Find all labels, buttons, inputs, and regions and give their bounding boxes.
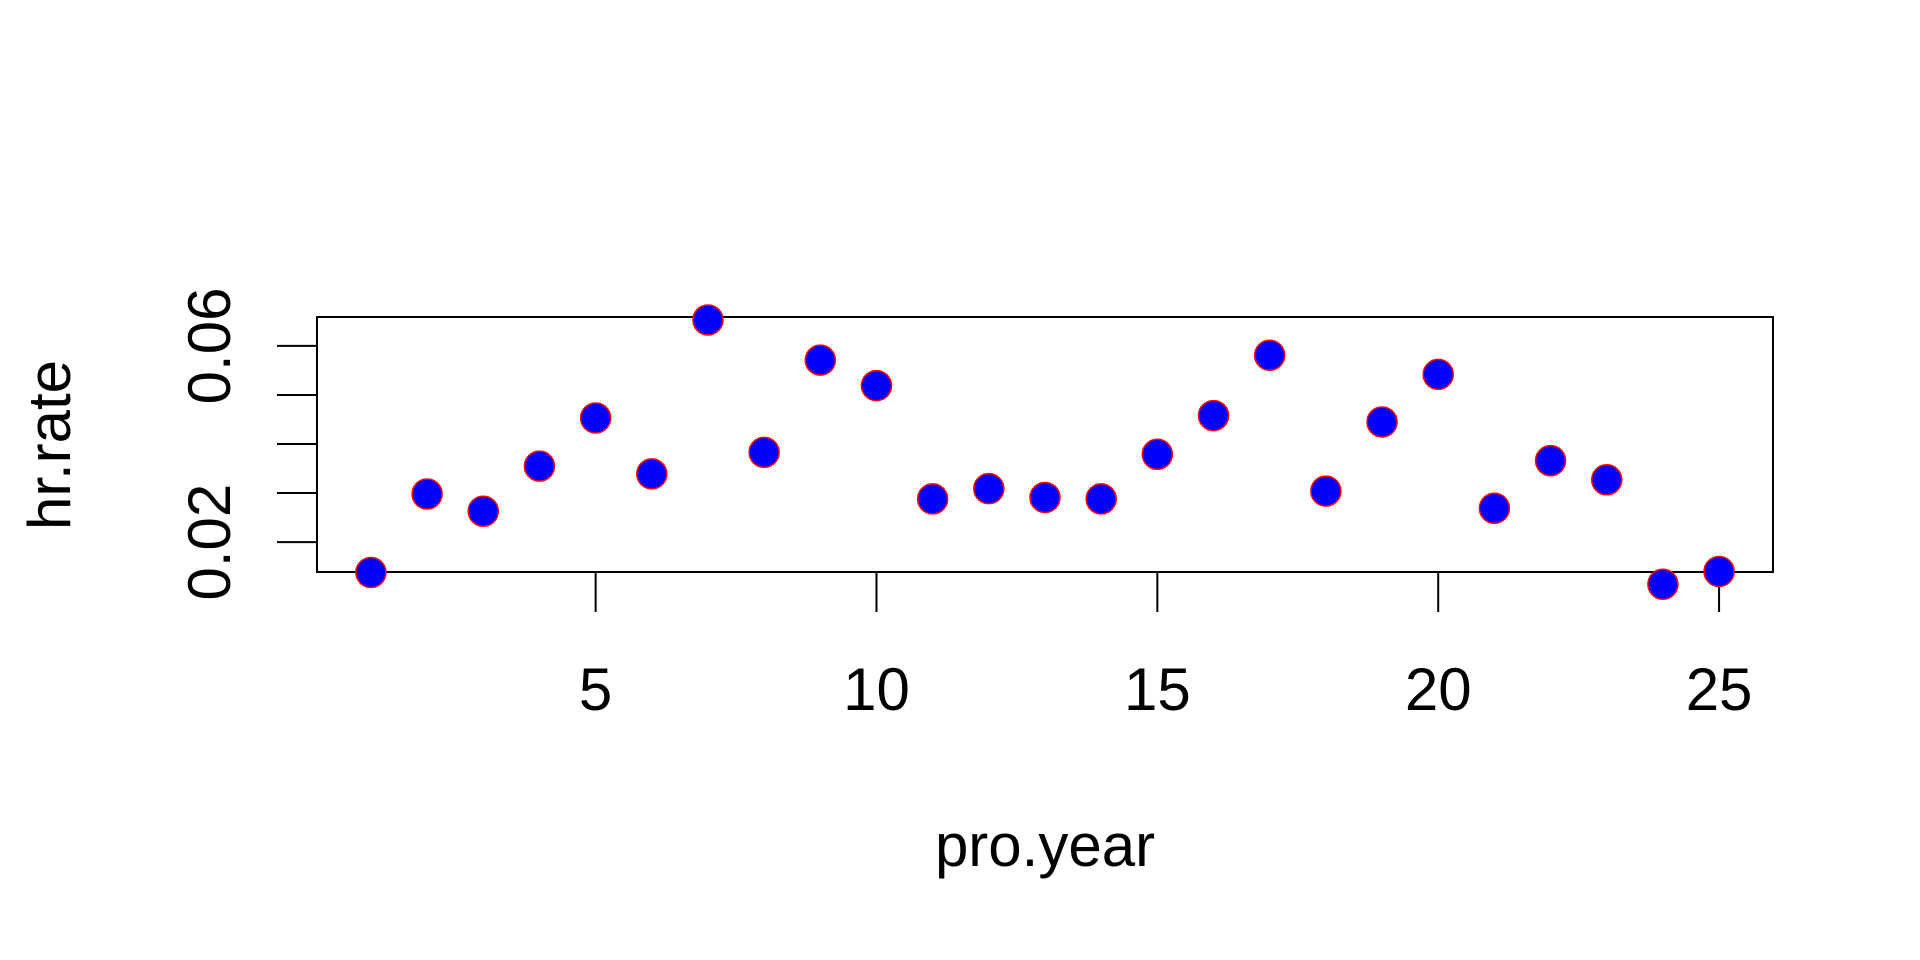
data-point	[748, 436, 780, 469]
x-tick-label: 5	[579, 656, 612, 723]
data-point	[1703, 555, 1735, 588]
data-point	[355, 556, 387, 589]
data-points	[355, 304, 1735, 601]
data-point	[1534, 444, 1567, 477]
data-point	[1253, 339, 1286, 371]
data-point	[1141, 438, 1174, 471]
x-axis-label: pro.year	[935, 812, 1155, 879]
y-axis-label: hr.rate	[16, 360, 83, 530]
y-tick-label: 0.06	[176, 288, 243, 405]
data-point	[1422, 358, 1454, 391]
data-point	[1647, 568, 1679, 601]
x-tick-label: 10	[843, 656, 910, 723]
data-point	[973, 472, 1005, 505]
data-point	[860, 369, 893, 402]
data-point	[692, 304, 724, 336]
data-point	[636, 458, 668, 490]
y-axis: 0.02 0.06	[176, 288, 317, 601]
data-point	[916, 483, 949, 515]
data-point	[1590, 464, 1623, 496]
data-point	[1029, 481, 1061, 514]
y-tick-label: 0.02	[176, 484, 243, 601]
data-point	[804, 344, 837, 376]
data-point	[467, 495, 500, 527]
data-point	[1197, 399, 1230, 432]
x-tick-label: 15	[1124, 656, 1191, 723]
data-point	[1310, 475, 1342, 507]
data-point	[523, 450, 556, 482]
x-axis: 5 10 15 20 25	[579, 572, 1753, 723]
data-point	[579, 402, 612, 434]
data-point	[1478, 492, 1511, 524]
data-point	[411, 478, 443, 510]
data-point	[1366, 406, 1398, 438]
x-tick-label: 25	[1686, 656, 1753, 723]
data-point	[1085, 483, 1117, 515]
x-tick-label: 20	[1405, 656, 1472, 723]
